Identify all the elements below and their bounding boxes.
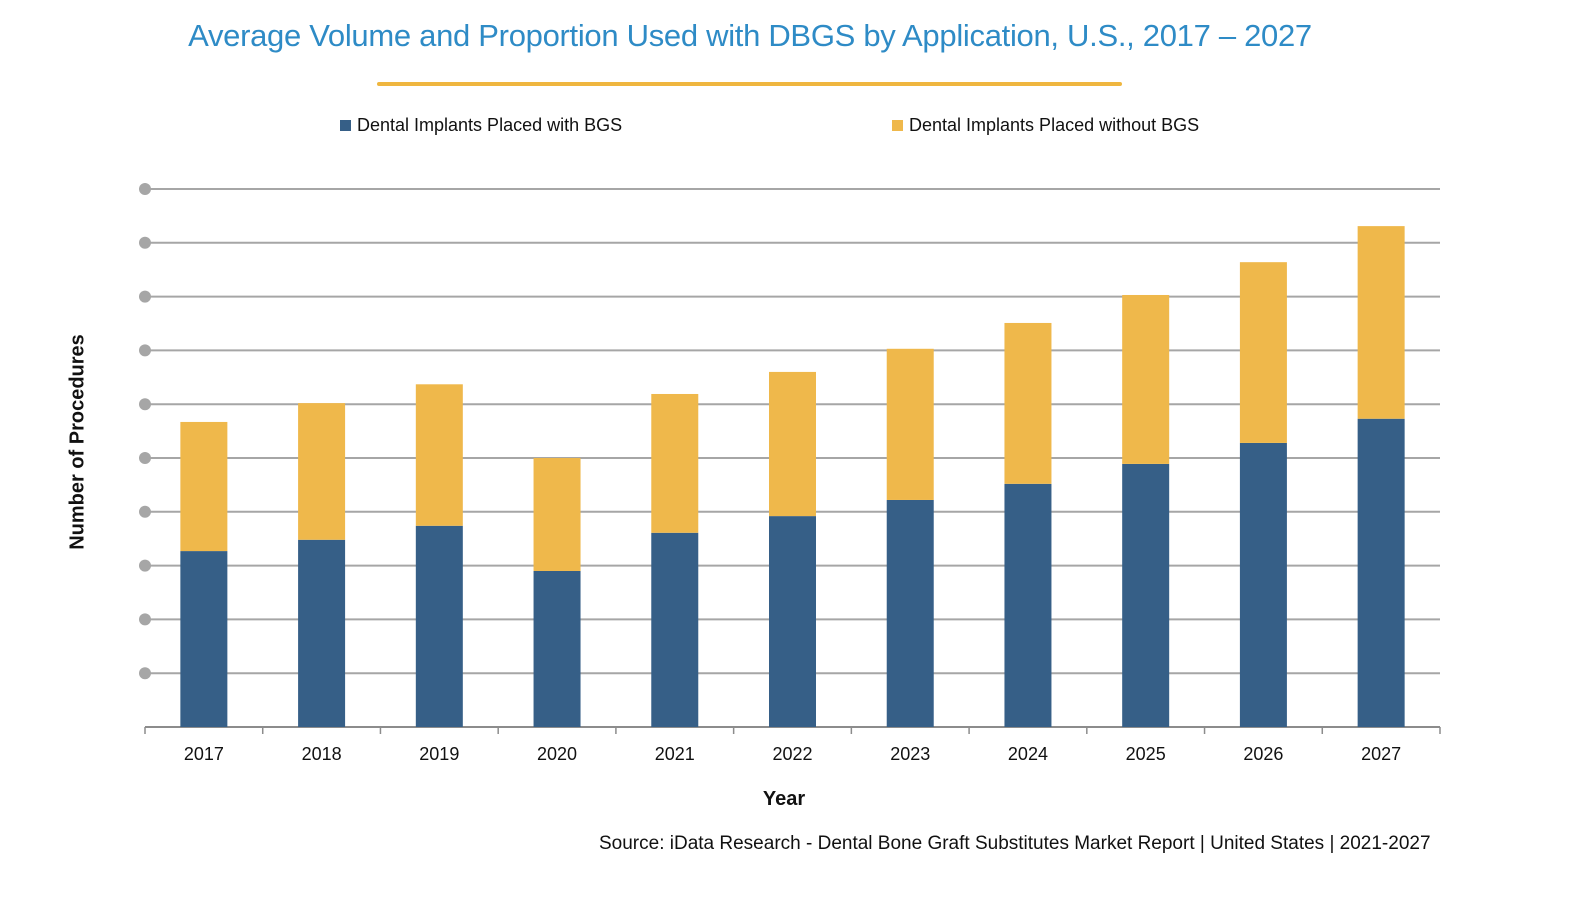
- legend-item-without-bgs: Dental Implants Placed without BGS: [892, 115, 1199, 136]
- bar-with-bgs-2022: [769, 516, 816, 727]
- bar-without-bgs-2023: [886, 348, 934, 500]
- bar-with-bgs-2025: [1122, 463, 1170, 727]
- legend-label-with-bgs: Dental Implants Placed with BGS: [357, 115, 623, 135]
- gridline-dot: [139, 667, 151, 680]
- gridline-dot: [139, 452, 151, 464]
- bar-with-bgs-2019: [415, 525, 463, 727]
- gridline-dot: [139, 613, 151, 626]
- x-tick-label-2024: 2024: [1008, 744, 1048, 764]
- gridline-dot: [139, 505, 151, 518]
- bar-with-bgs-2023: [886, 499, 934, 727]
- x-tick-label-2027: 2027: [1361, 744, 1401, 764]
- x-tick-label-2018: 2018: [302, 744, 342, 764]
- bar-without-bgs-2021: [651, 393, 699, 533]
- x-tick-label-2017: 2017: [184, 744, 224, 764]
- gridline-dot: [139, 344, 151, 357]
- bar-without-bgs-2027: [1357, 226, 1405, 419]
- bar-without-bgs-2019: [415, 384, 463, 526]
- legend-swatch-without-bgs: [892, 120, 903, 131]
- x-tick-label-2026: 2026: [1243, 744, 1283, 764]
- x-tick-label-2021: 2021: [655, 744, 695, 764]
- bar-with-bgs-2024: [1004, 483, 1052, 727]
- bar-with-bgs-2021: [651, 532, 699, 727]
- x-axis-title: Year: [762, 788, 806, 810]
- chart-title: Average Volume and Proportion Used with …: [188, 18, 1312, 53]
- bar-with-bgs-2026: [1239, 442, 1287, 727]
- gridline-dot: [139, 559, 151, 572]
- x-tick-label-2023: 2023: [890, 744, 930, 764]
- bar-without-bgs-2017: [180, 421, 228, 552]
- title-underline: [377, 82, 1122, 86]
- gridline-dot: [139, 398, 151, 411]
- bar-without-bgs-2024: [1004, 322, 1052, 484]
- x-tick-label-2020: 2020: [537, 744, 577, 764]
- bar-without-bgs-2018: [298, 403, 346, 540]
- gridline-dot: [139, 236, 151, 249]
- bar-with-bgs-2020: [533, 570, 581, 727]
- gridline-dot: [139, 290, 151, 303]
- legend-label-without-bgs: Dental Implants Placed without BGS: [909, 115, 1200, 135]
- bar-without-bgs-2025: [1122, 294, 1170, 464]
- legend-swatch-with-bgs: [340, 120, 351, 131]
- bar-without-bgs-2022: [769, 371, 816, 517]
- bar-without-bgs-2026: [1239, 262, 1287, 443]
- bar-without-bgs-2020: [533, 458, 581, 571]
- source-note: Source: iData Research - Dental Bone Gra…: [599, 833, 1431, 854]
- bar-with-bgs-2017: [180, 551, 228, 727]
- gridline-dot: [139, 183, 151, 195]
- x-tick-label-2022: 2022: [772, 744, 812, 764]
- bar-with-bgs-2027: [1357, 418, 1405, 727]
- x-tick-label-2025: 2025: [1126, 744, 1166, 764]
- legend-item-with-bgs: Dental Implants Placed with BGS: [340, 115, 622, 136]
- x-tick-label-2019: 2019: [419, 744, 459, 764]
- bar-with-bgs-2018: [298, 539, 346, 727]
